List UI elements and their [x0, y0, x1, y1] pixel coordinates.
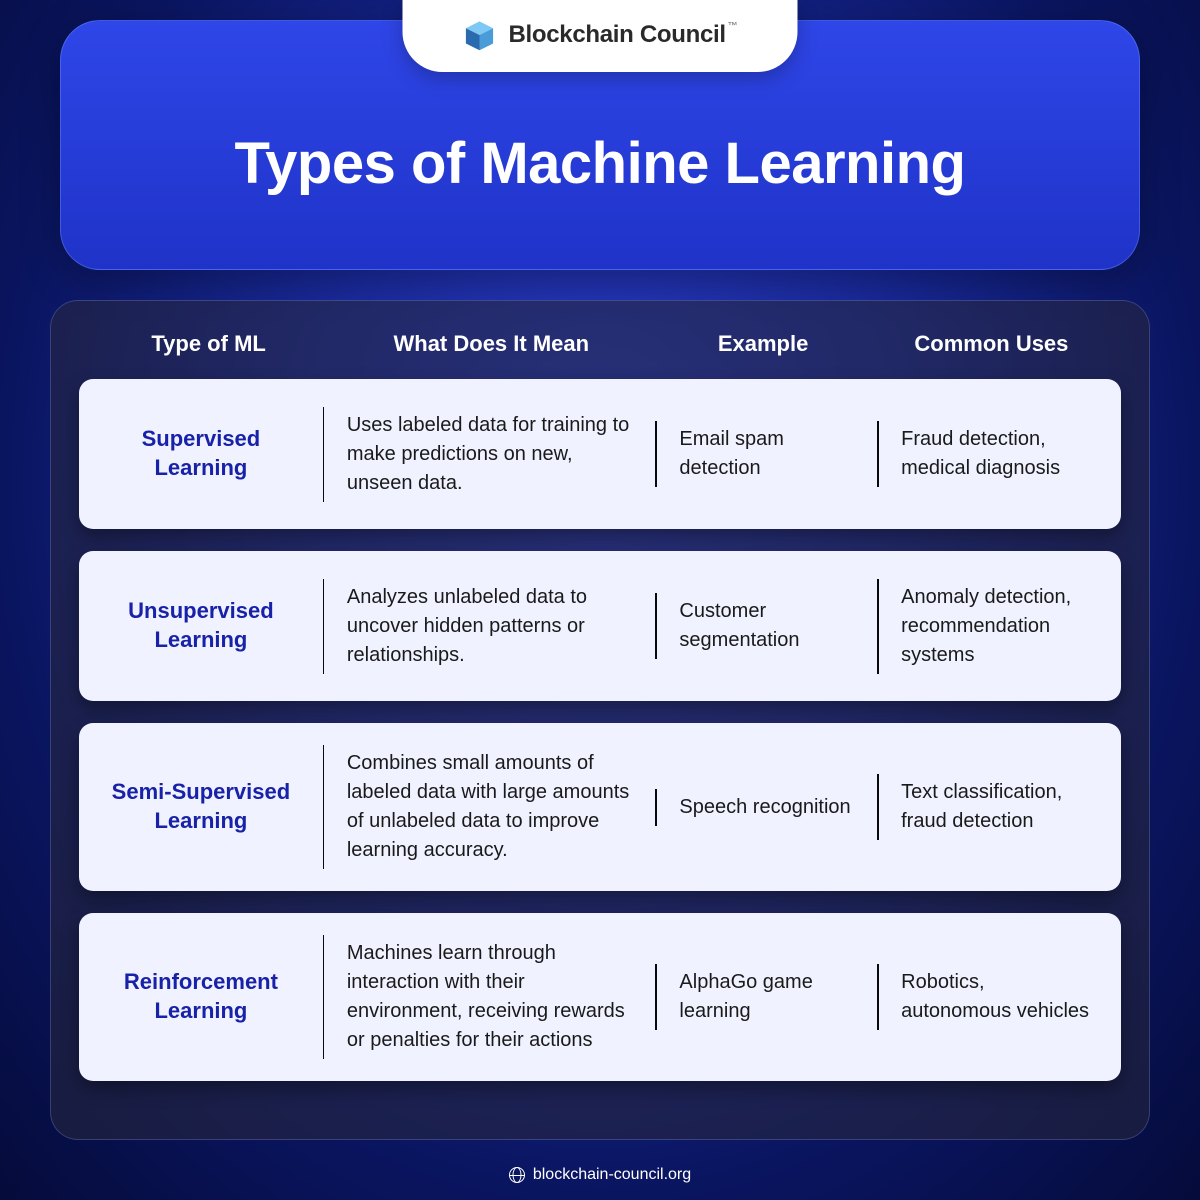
col-header-type: Type of ML	[89, 331, 328, 357]
page-title: Types of Machine Learning	[0, 130, 1200, 197]
type-meaning: Machines learn through interaction with …	[323, 913, 656, 1081]
type-example: AlphaGo game learning	[655, 942, 877, 1052]
globe-icon	[509, 1167, 525, 1183]
type-uses: Anomaly detection, recommendation system…	[877, 557, 1121, 696]
type-meaning: Uses labeled data for training to make p…	[323, 385, 656, 524]
type-name: Supervised Learning	[79, 399, 323, 508]
brand-name: Blockchain Council™	[508, 21, 737, 49]
type-example: Email spam detection	[655, 399, 877, 509]
table-body: Supervised LearningUses labeled data for…	[79, 379, 1121, 1081]
type-name: Reinforcement Learning	[79, 942, 323, 1051]
cube-icon	[462, 18, 496, 52]
table-row: Unsupervised LearningAnalyzes unlabeled …	[79, 551, 1121, 701]
table-row: Supervised LearningUses labeled data for…	[79, 379, 1121, 529]
header-banner: Blockchain Council™ Types of Machine Lea…	[0, 0, 1200, 280]
type-name: Unsupervised Learning	[79, 571, 323, 680]
type-uses: Fraud detection, medical diagnosis	[877, 399, 1121, 509]
col-header-meaning: What Does It Mean	[328, 331, 654, 357]
table-header-row: Type of ML What Does It Mean Example Com…	[79, 323, 1121, 379]
footer: blockchain-council.org	[0, 1166, 1200, 1184]
logo-badge: Blockchain Council™	[402, 0, 797, 72]
table-row: Reinforcement LearningMachines learn thr…	[79, 913, 1121, 1081]
footer-url: blockchain-council.org	[533, 1166, 691, 1184]
type-example: Customer segmentation	[655, 571, 877, 681]
type-meaning: Analyzes unlabeled data to uncover hidde…	[323, 557, 656, 696]
type-uses: Robotics, autonomous vehicles	[877, 942, 1121, 1052]
type-name: Semi-Supervised Learning	[79, 752, 323, 861]
table-container: Type of ML What Does It Mean Example Com…	[50, 300, 1150, 1140]
table-row: Semi-Supervised LearningCombines small a…	[79, 723, 1121, 891]
col-header-uses: Common Uses	[872, 331, 1111, 357]
type-meaning: Combines small amounts of labeled data w…	[323, 723, 656, 891]
type-uses: Text classification, fraud detection	[877, 752, 1121, 862]
col-header-example: Example	[654, 331, 871, 357]
type-example: Speech recognition	[655, 767, 877, 848]
